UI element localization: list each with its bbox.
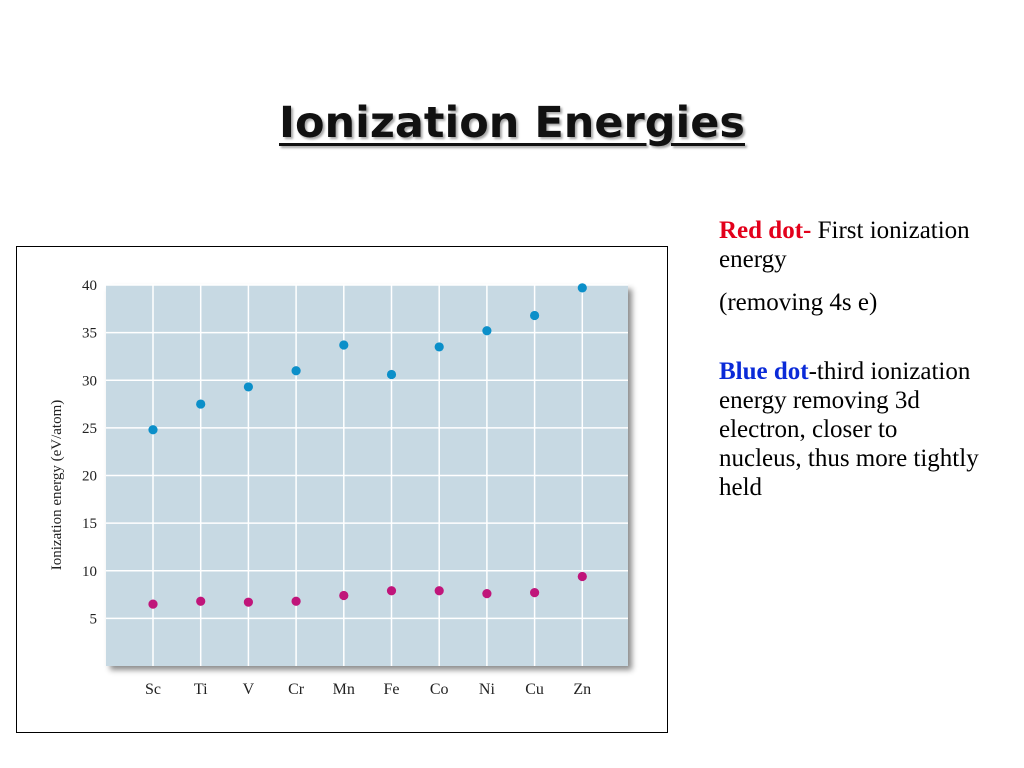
- x-tick-label: Co: [430, 681, 449, 698]
- series-2-point: [577, 283, 587, 293]
- red-note-key: Red dot-: [719, 217, 812, 244]
- series-1-point: [530, 588, 540, 598]
- red-note-text: First ionization energy: [719, 217, 970, 273]
- blue-note: Blue dot-third ionization energy removin…: [719, 357, 979, 502]
- y-tick-label: 30: [82, 373, 97, 389]
- series-2-point: [530, 310, 540, 321]
- series-1-point: [148, 599, 158, 609]
- y-tick-label: 5: [90, 611, 98, 627]
- x-tick-label: Zn: [573, 681, 591, 698]
- red-note: Red dot- First ionization energy: [719, 216, 979, 274]
- y-tick-label: 10: [82, 564, 97, 580]
- x-tick-label: Mn: [333, 681, 355, 698]
- blue-note-text: -third ionization energy removing 3d ele…: [719, 358, 979, 501]
- y-tick-label: 40: [82, 278, 97, 294]
- series-1-point: [482, 589, 492, 599]
- chart-frame: 5 10 15 20 25 30 35 40 Sc Ti V Cr Mn Fe Co Ni Cu Zn Ioni…: [16, 246, 668, 733]
- series-2-point: [148, 425, 158, 435]
- series-2-point: [291, 366, 301, 376]
- series-2-point: [386, 369, 397, 380]
- y-tick-label: 35: [82, 326, 97, 342]
- series-2-point: [434, 342, 444, 352]
- x-tick-label: Cr: [288, 681, 305, 698]
- legend-notes: Red dot- First ionization energy (removi…: [719, 216, 979, 502]
- series-2-point: [243, 382, 253, 392]
- series-1-point: [339, 590, 349, 601]
- blue-note-key: Blue dot: [719, 358, 809, 385]
- slide-title: Ionization Energies: [279, 98, 745, 148]
- series-1-point: [291, 596, 301, 606]
- series-2-point: [482, 326, 492, 336]
- y-tick-label: 25: [82, 421, 97, 437]
- red-note-extra: (removing 4s e): [719, 289, 878, 316]
- x-tick-label: Fe: [384, 681, 400, 698]
- y-axis-title: Ionization energy (eV/atom): [49, 400, 65, 571]
- x-tick-label: V: [243, 681, 255, 698]
- x-tick-label: Ti: [194, 681, 208, 698]
- series-1-point: [434, 586, 444, 596]
- series-2-point: [339, 340, 349, 350]
- x-tick-label: Ni: [479, 681, 496, 698]
- x-tick-label: Cu: [525, 681, 544, 698]
- y-tick-label: 20: [82, 469, 97, 485]
- x-tick-label: Sc: [145, 681, 161, 698]
- y-tick-label: 15: [82, 516, 97, 532]
- ionization-chart: 5 10 15 20 25 30 35 40 Sc Ti V Cr Mn Fe Co Ni Cu Zn Ioni…: [49, 278, 628, 698]
- series-1-point: [243, 597, 253, 607]
- series-1-point: [196, 596, 206, 606]
- series-1-point: [577, 571, 587, 582]
- series-1-point: [386, 586, 397, 596]
- series-2-point: [196, 399, 206, 409]
